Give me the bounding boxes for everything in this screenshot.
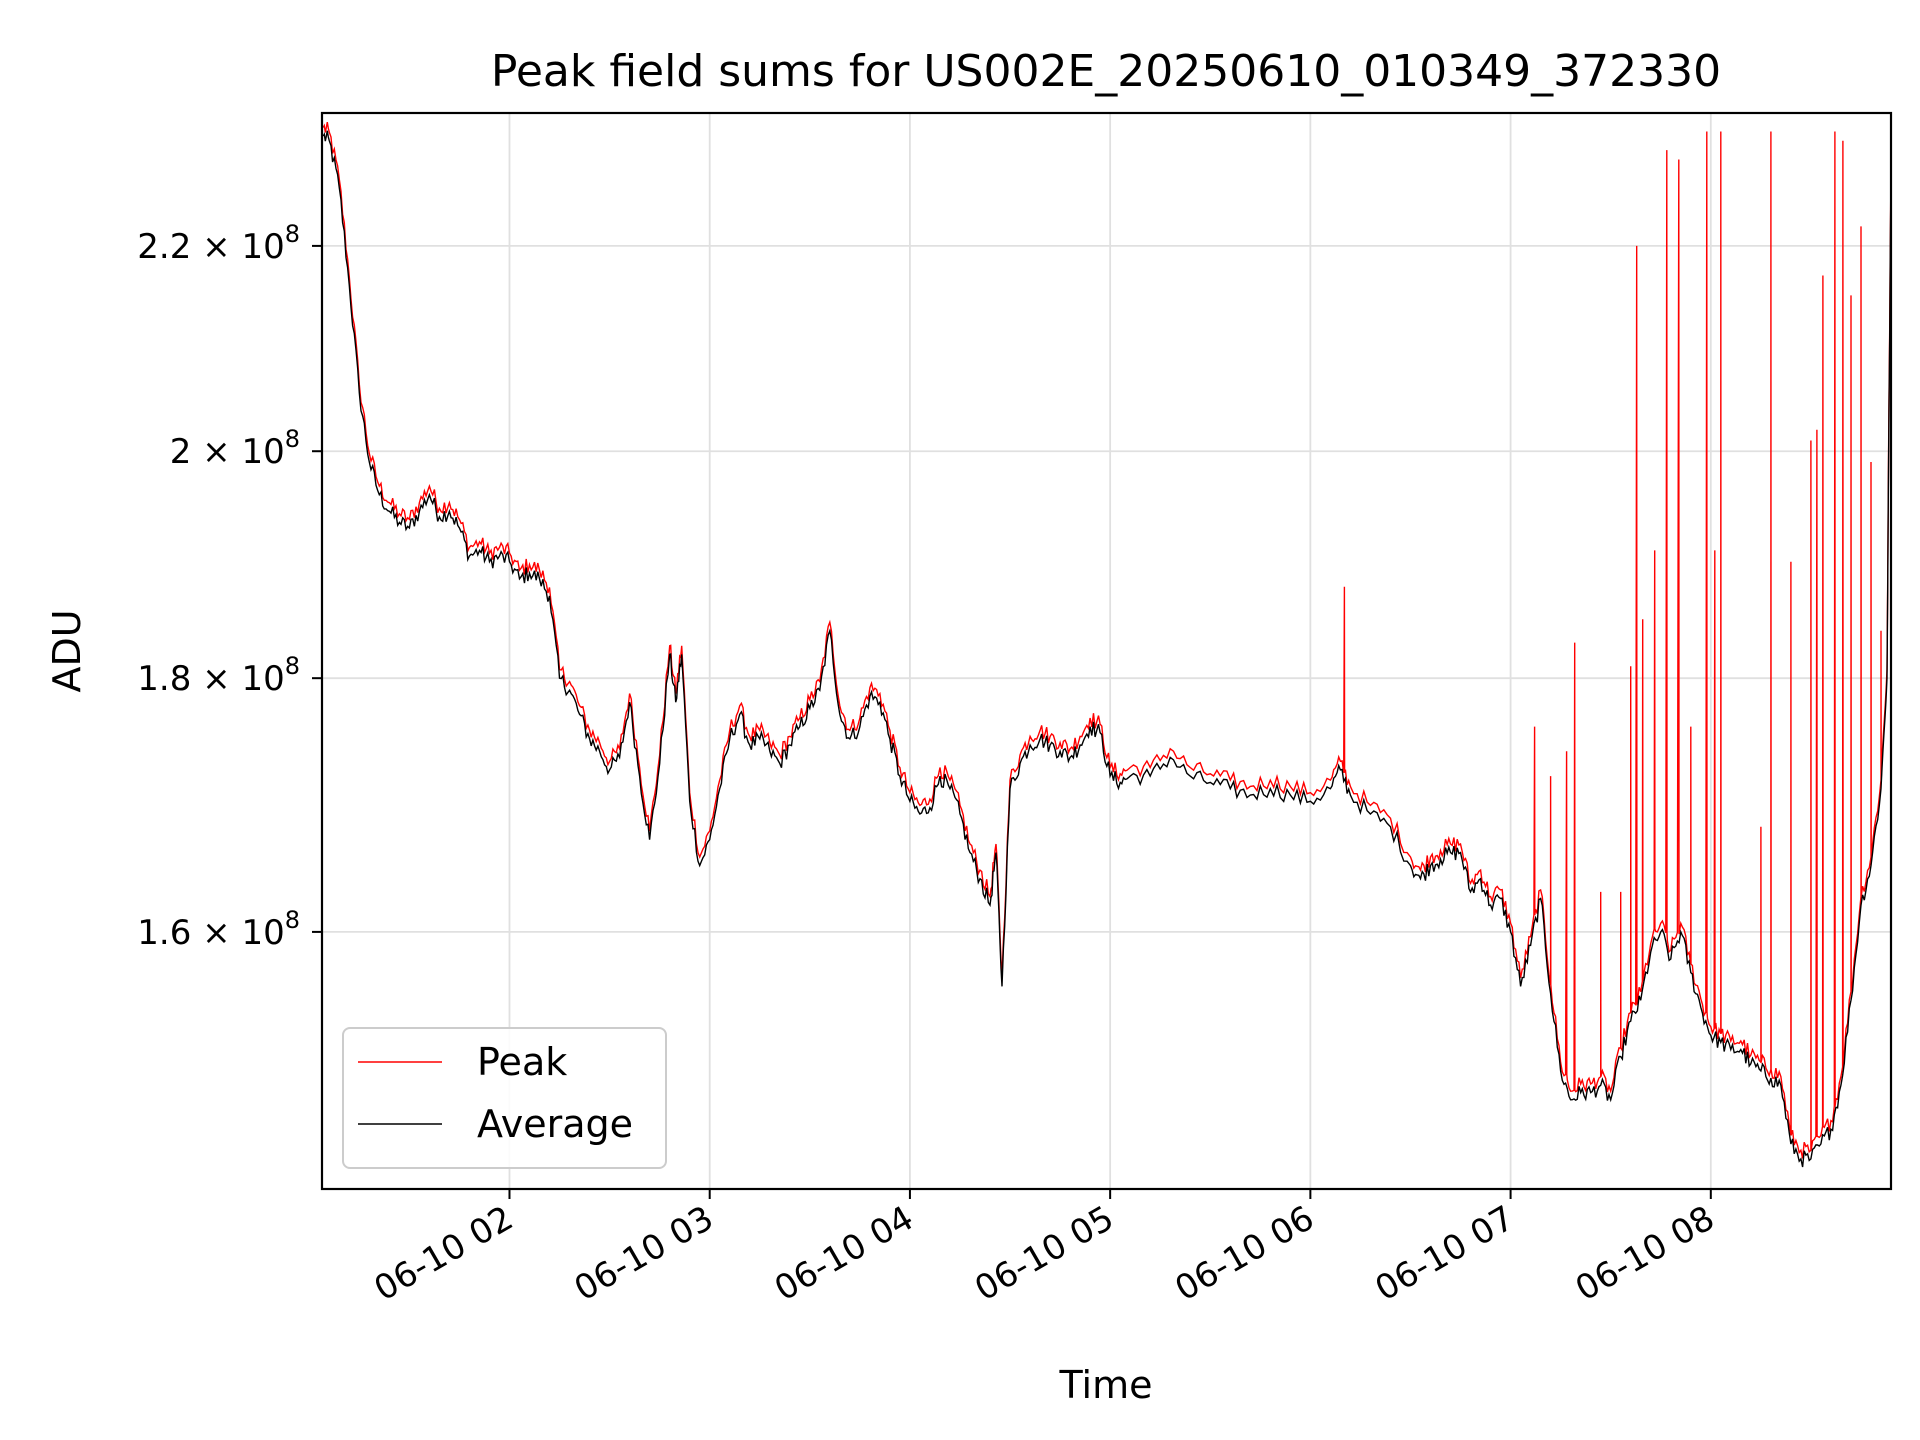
plot-frame <box>320 111 1893 1191</box>
plot-series <box>322 121 1891 1168</box>
legend-box <box>342 1027 667 1169</box>
y-tick-label: 1.6 × 108 <box>137 906 300 953</box>
series-line-average <box>322 130 1891 1168</box>
series-line-peak <box>322 121 1891 1159</box>
x-tick-label: 06-10 05 <box>968 1198 1120 1309</box>
legend: Peak Average <box>342 1027 667 1169</box>
y-axis-ticks: 1.6 × 108 1.8 × 108 2 × 108 2.2 × 108 <box>137 220 322 953</box>
grid-lines <box>322 113 1891 1189</box>
y-tick-label: 2.2 × 108 <box>137 220 300 267</box>
x-tick-label: 06-10 03 <box>568 1198 720 1309</box>
x-tick-label: 06-10 07 <box>1369 1198 1521 1309</box>
x-tick-label: 06-10 04 <box>768 1198 920 1309</box>
y-tick-label: 2 × 108 <box>170 425 300 472</box>
legend-label-average: Average <box>477 1102 633 1146</box>
legend-label-peak: Peak <box>477 1040 567 1084</box>
x-axis-ticks: 06-10 02 06-10 03 06-10 04 06-10 05 06-10 06… <box>368 1189 1721 1309</box>
x-tick-label: 06-10 02 <box>368 1198 520 1309</box>
x-tick-label: 06-10 06 <box>1168 1198 1320 1309</box>
y-axis-title: ADU <box>45 609 89 692</box>
x-tick-label: 06-10 08 <box>1569 1198 1721 1309</box>
x-axis-title: Time <box>1059 1363 1153 1407</box>
chart-title: Peak field sums for US002E_20250610_0103… <box>491 46 1721 97</box>
y-tick-label: 1.8 × 108 <box>137 652 300 699</box>
